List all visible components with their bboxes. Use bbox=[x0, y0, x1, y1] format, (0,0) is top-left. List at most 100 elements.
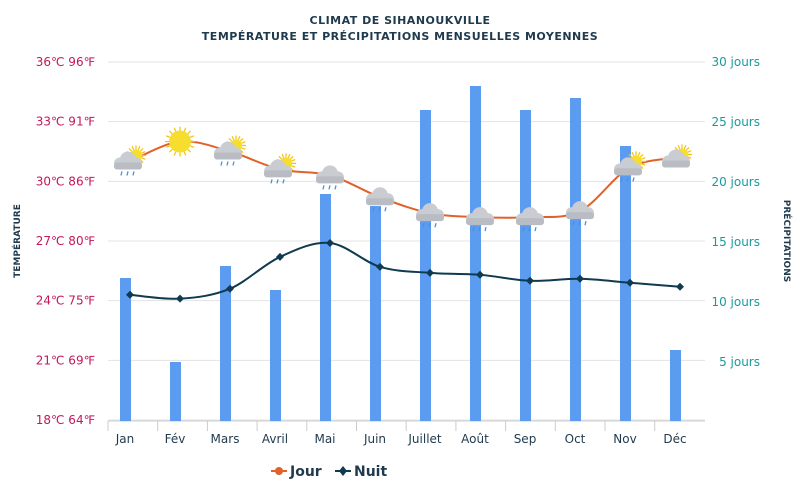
rain-drop bbox=[478, 226, 481, 232]
sun-ray bbox=[183, 151, 187, 156]
cloud-sun-rain-icon bbox=[264, 153, 296, 184]
cloud-rain-icon bbox=[416, 203, 444, 228]
rain-drop bbox=[572, 221, 575, 226]
sun-ray bbox=[683, 144, 687, 150]
sun-ray bbox=[173, 151, 177, 156]
sun-ray bbox=[128, 147, 133, 152]
x-tick-label: Juillet bbox=[407, 432, 442, 446]
cloud-base bbox=[466, 218, 494, 226]
cloud-base bbox=[264, 170, 292, 178]
sun-ray bbox=[165, 135, 171, 138]
sun-ray bbox=[291, 165, 296, 168]
rain-drop bbox=[126, 171, 129, 176]
sun-ray bbox=[189, 135, 195, 138]
nuit-point bbox=[676, 282, 684, 291]
cloud-sun-rain-icon bbox=[214, 135, 246, 166]
rain-drop bbox=[422, 222, 425, 228]
legend-label-jour: Jour bbox=[289, 464, 322, 480]
cloud-base bbox=[114, 162, 142, 170]
sun-ray bbox=[231, 136, 235, 141]
rain-drop bbox=[372, 207, 375, 212]
cloud-base bbox=[416, 214, 444, 222]
left-tick-label: 24℃ 75℉ bbox=[36, 294, 95, 308]
sun-icon bbox=[165, 126, 195, 157]
nuit-point bbox=[426, 268, 434, 277]
sun-cloud-icon bbox=[662, 144, 692, 168]
precip-bar bbox=[170, 362, 181, 421]
precip-bar bbox=[620, 146, 631, 421]
left-tick-label: 18℃ 64℉ bbox=[36, 413, 95, 427]
legend: Jour Nuit bbox=[271, 464, 387, 480]
nuit-point bbox=[576, 274, 584, 283]
nuit-point bbox=[226, 284, 234, 293]
cloud-base bbox=[566, 212, 594, 220]
left-tick-label: 36℃ 96℉ bbox=[36, 55, 95, 69]
sun-ray bbox=[278, 155, 283, 160]
sun-ray bbox=[183, 127, 187, 132]
legend-item-jour[interactable]: Jour bbox=[271, 464, 322, 480]
sun-ray bbox=[641, 157, 646, 160]
x-tick-label: Nov bbox=[613, 432, 636, 446]
x-tick-label: Déc bbox=[663, 432, 686, 446]
cloud-base bbox=[316, 176, 344, 184]
rain-drop bbox=[384, 207, 387, 212]
x-tick-label: Mai bbox=[314, 432, 335, 446]
rain-drop bbox=[434, 222, 437, 228]
rain-drop bbox=[220, 161, 223, 166]
left-axis-label: TEMPÉRATURE bbox=[11, 204, 23, 278]
nuit-point bbox=[126, 290, 134, 299]
sun-ray bbox=[141, 157, 146, 160]
right-tick-label: 10 jours bbox=[711, 295, 760, 309]
rain-drop bbox=[528, 226, 531, 232]
cloud-rain-icon bbox=[316, 165, 344, 190]
sun-ray bbox=[187, 130, 192, 135]
rain-drop bbox=[270, 179, 273, 184]
sun-ray bbox=[165, 145, 171, 148]
sun-ray bbox=[237, 136, 241, 141]
precip-bar bbox=[220, 266, 231, 421]
rain-drop bbox=[132, 171, 135, 176]
rain-drop bbox=[620, 177, 623, 182]
right-tick-label: 20 jours bbox=[711, 175, 760, 189]
cloud-rain-icon bbox=[516, 207, 544, 232]
sun-ray bbox=[241, 141, 246, 144]
rain-drop bbox=[484, 226, 487, 232]
rain-drop bbox=[282, 179, 285, 184]
left-tick-label: 21℃ 69℉ bbox=[36, 353, 95, 367]
nuit-point bbox=[326, 238, 334, 247]
sun-ray bbox=[281, 153, 285, 159]
cloud-base bbox=[214, 152, 242, 160]
nuit-point bbox=[626, 278, 634, 287]
cloud-base bbox=[516, 218, 544, 226]
rain-drop bbox=[276, 179, 279, 184]
left-tick-label: 30℃ 86℉ bbox=[36, 174, 95, 188]
x-tick-label: Août bbox=[461, 432, 489, 446]
rain-drop bbox=[232, 161, 235, 166]
rain-drop bbox=[472, 226, 475, 232]
sun-ray bbox=[289, 155, 294, 160]
sun-ray bbox=[291, 159, 296, 162]
right-axis-label: PRÉCIPITATIONS bbox=[781, 200, 793, 282]
x-tick-label: Oct bbox=[565, 432, 586, 446]
precip-bar bbox=[470, 86, 481, 421]
sun-ray bbox=[287, 153, 291, 159]
x-tick-label: Jan bbox=[115, 432, 135, 446]
sun-ray bbox=[637, 151, 641, 157]
left-tick-label: 33℃ 91℉ bbox=[36, 115, 95, 129]
cloud-sun-rain-icon bbox=[114, 145, 146, 176]
sun-ray bbox=[131, 145, 135, 151]
sun-ray bbox=[189, 145, 195, 148]
legend-item-nuit[interactable]: Nuit bbox=[335, 464, 387, 480]
sun-ray bbox=[639, 153, 644, 158]
sun-ray bbox=[631, 151, 635, 157]
rain-drop bbox=[120, 171, 123, 176]
precip-bar bbox=[270, 290, 281, 421]
sun-ray bbox=[187, 148, 192, 153]
chart-title: CLIMAT DE SIHANOUKVILLE bbox=[310, 14, 491, 27]
sun-ray bbox=[687, 150, 692, 153]
cloud-rain-icon bbox=[366, 187, 394, 212]
nuit-line bbox=[129, 241, 681, 300]
cloud-base bbox=[366, 198, 394, 206]
precip-bar bbox=[120, 278, 131, 421]
